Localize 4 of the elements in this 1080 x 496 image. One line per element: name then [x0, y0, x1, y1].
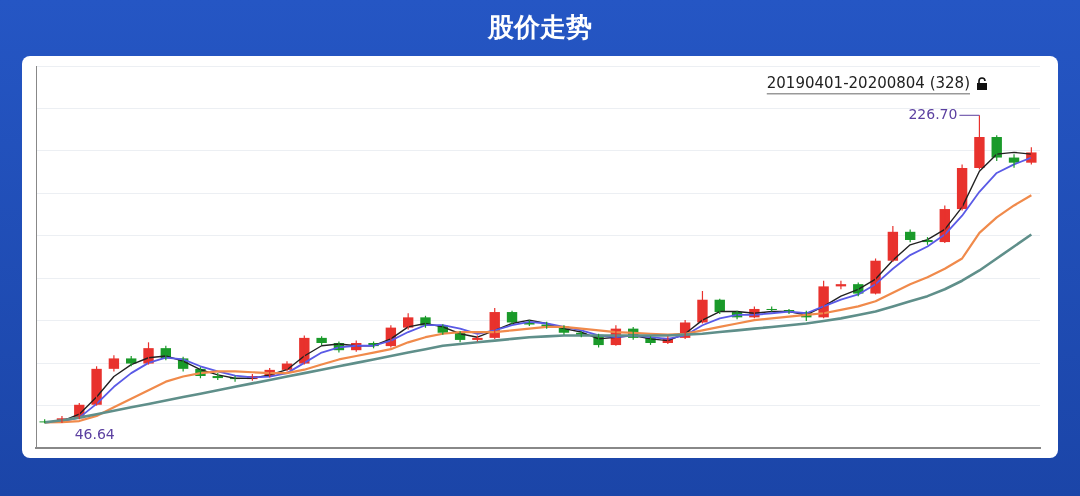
text: 20190401-20200804 (328): [766, 73, 970, 92]
text: 46.64: [74, 426, 115, 442]
annotation: 226.70: [908, 105, 958, 122]
chart-title: 股价走势: [486, 11, 593, 44]
